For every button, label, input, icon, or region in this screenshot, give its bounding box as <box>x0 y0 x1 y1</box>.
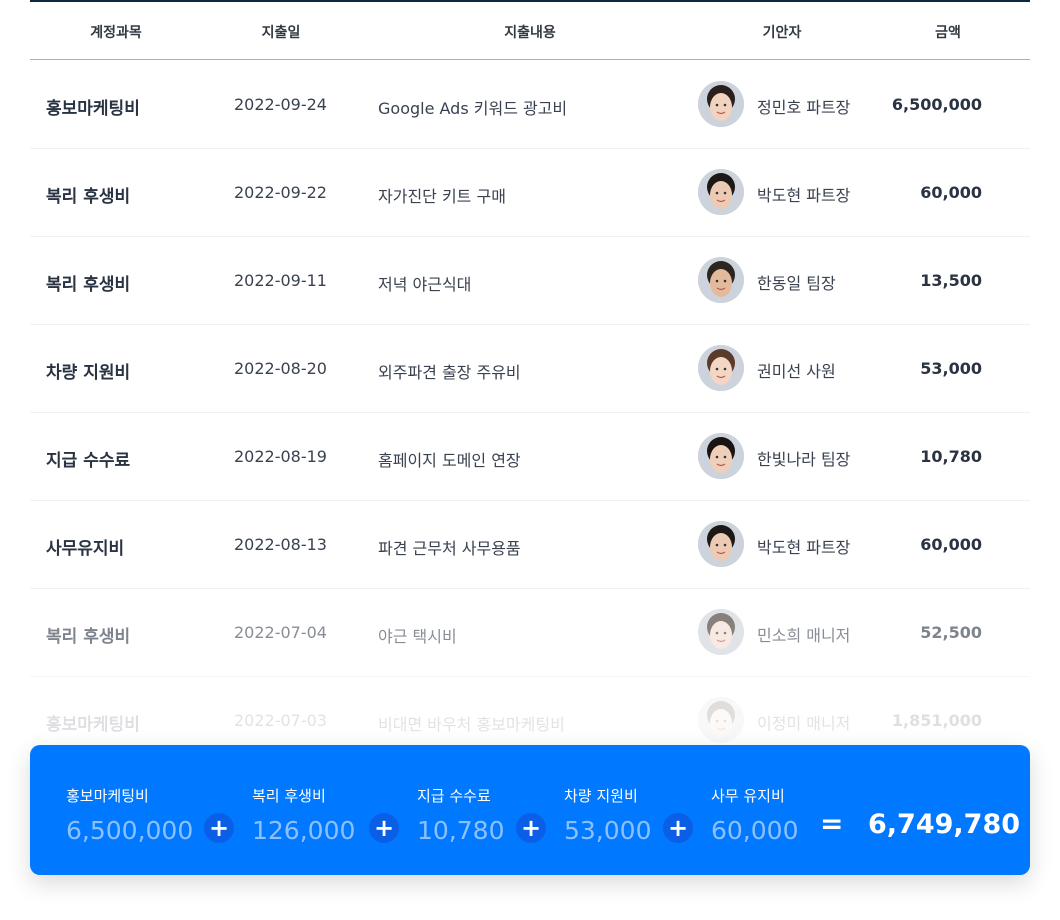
drafter-cell: 한동일 팀장 <box>757 274 836 293</box>
header-drafter: 기안자 <box>762 25 802 41</box>
summary-label: 사무 유지비 <box>711 787 785 805</box>
summary-label: 지급 수수료 <box>417 787 491 805</box>
summary-value: 10,780 <box>417 816 505 845</box>
avatar <box>698 697 744 743</box>
table-row[interactable]: 홍보마케팅비 2022-09-24 Google Ads 키워드 광고비 정민호… <box>30 60 1030 149</box>
description-cell: 자가진단 키트 구매 <box>378 187 506 206</box>
amount-cell: 6,500,000 <box>891 95 982 114</box>
summary-value: 6,500,000 <box>66 816 194 845</box>
account-cell: 홍보마케팅비 <box>46 99 140 119</box>
table-row[interactable]: 차량 지원비 2022-08-20 외주파견 출장 주유비 권미선 사원 53,… <box>30 324 1030 413</box>
drafter-cell: 정민호 파트장 <box>757 98 851 117</box>
date-cell: 2022-09-22 <box>234 183 327 202</box>
plus-icon: + <box>663 813 693 843</box>
summary-value: 53,000 <box>564 816 652 845</box>
avatar <box>698 609 744 655</box>
avatar <box>698 81 744 127</box>
summary-item: 사무 유지비 60,000 <box>711 785 798 845</box>
description-cell: 홈페이지 도메인 연장 <box>378 451 521 470</box>
summary-item: 차량 지원비 53,000 <box>564 785 651 845</box>
date-cell: 2022-08-20 <box>234 359 327 378</box>
drafter-cell: 민소희 매니저 <box>757 626 851 645</box>
summary-label: 복리 후생비 <box>252 787 326 805</box>
date-cell: 2022-08-19 <box>234 447 327 466</box>
avatar <box>698 433 744 479</box>
table-row[interactable]: 지급 수수료 2022-08-19 홈페이지 도메인 연장 한빛나라 팀장 10… <box>30 412 1030 501</box>
summary-label: 차량 지원비 <box>564 787 638 805</box>
avatar <box>698 345 744 391</box>
description-cell: Google Ads 키워드 광고비 <box>378 99 568 118</box>
amount-cell: 60,000 <box>920 535 982 554</box>
drafter-cell: 권미선 사원 <box>757 362 836 381</box>
table-row[interactable]: 복리 후생비 2022-09-11 저녁 야근식대 한동일 팀장 13,500 <box>30 236 1030 325</box>
summary-label: 홍보마케팅비 <box>66 787 149 805</box>
date-cell: 2022-07-04 <box>234 623 327 642</box>
account-cell: 홍보마케팅비 <box>46 715 140 735</box>
description-cell: 외주파견 출장 주유비 <box>378 363 521 382</box>
avatar <box>698 521 744 567</box>
summary-panel: 홍보마케팅비 6,500,000 + 복리 후생비 126,000 + 지급 수수료… <box>30 745 1030 875</box>
amount-cell: 53,000 <box>920 359 982 378</box>
account-cell: 복리 후생비 <box>46 627 131 647</box>
date-cell: 2022-09-11 <box>234 271 327 290</box>
avatar <box>698 257 744 303</box>
table-row[interactable]: 복리 후생비 2022-07-04 야근 택시비 민소희 매니저 52,500 <box>30 588 1030 677</box>
account-cell: 지급 수수료 <box>46 451 131 471</box>
description-cell: 저녁 야근식대 <box>378 275 472 294</box>
date-cell: 2022-08-13 <box>234 535 327 554</box>
amount-cell: 60,000 <box>920 183 982 202</box>
description-cell: 파견 근무처 사무용품 <box>378 539 521 558</box>
description-cell: 비대면 바우처 홍보마케팅비 <box>378 715 565 734</box>
summary-value: 60,000 <box>711 816 799 845</box>
summary-value: 126,000 <box>252 816 356 845</box>
table-row[interactable]: 사무유지비 2022-08-13 파견 근무처 사무용품 박도현 파트장 60,… <box>30 500 1030 589</box>
drafter-cell: 이정미 매니저 <box>757 714 851 733</box>
account-cell: 차량 지원비 <box>46 363 131 383</box>
amount-cell: 10,780 <box>920 447 982 466</box>
header-amount: 금액 <box>935 25 961 41</box>
amount-cell: 13,500 <box>920 271 982 290</box>
plus-icon: + <box>369 813 399 843</box>
header-date: 지출일 <box>261 25 301 41</box>
header-account: 계정과목 <box>90 25 142 41</box>
drafter-cell: 한빛나라 팀장 <box>757 450 851 469</box>
plus-icon: + <box>516 813 546 843</box>
description-cell: 야근 택시비 <box>378 627 457 646</box>
table-header: 계정과목 지출일 지출내용 기안자 금액 <box>30 2 1030 60</box>
summary-item: 복리 후생비 126,000 <box>252 785 355 845</box>
summary-total: 6,749,780 <box>868 809 1021 840</box>
account-cell: 복리 후생비 <box>46 275 131 295</box>
plus-icon: + <box>204 813 234 843</box>
amount-cell: 52,500 <box>920 623 982 642</box>
date-cell: 2022-07-03 <box>234 711 327 730</box>
drafter-cell: 박도현 파트장 <box>757 186 851 205</box>
avatar <box>698 169 744 215</box>
table-row[interactable]: 복리 후생비 2022-09-22 자가진단 키트 구매 박도현 파트장 60,… <box>30 148 1030 237</box>
account-cell: 사무유지비 <box>46 539 125 559</box>
equals-icon: = <box>820 807 844 840</box>
drafter-cell: 박도현 파트장 <box>757 538 851 557</box>
amount-cell: 1,851,000 <box>891 711 982 730</box>
summary-item: 홍보마케팅비 6,500,000 <box>66 785 193 845</box>
date-cell: 2022-09-24 <box>234 95 327 114</box>
summary-item: 지급 수수료 10,780 <box>417 785 504 845</box>
account-cell: 복리 후생비 <box>46 187 131 207</box>
table-top-border <box>30 0 1030 2</box>
header-description: 지출내용 <box>504 25 556 41</box>
